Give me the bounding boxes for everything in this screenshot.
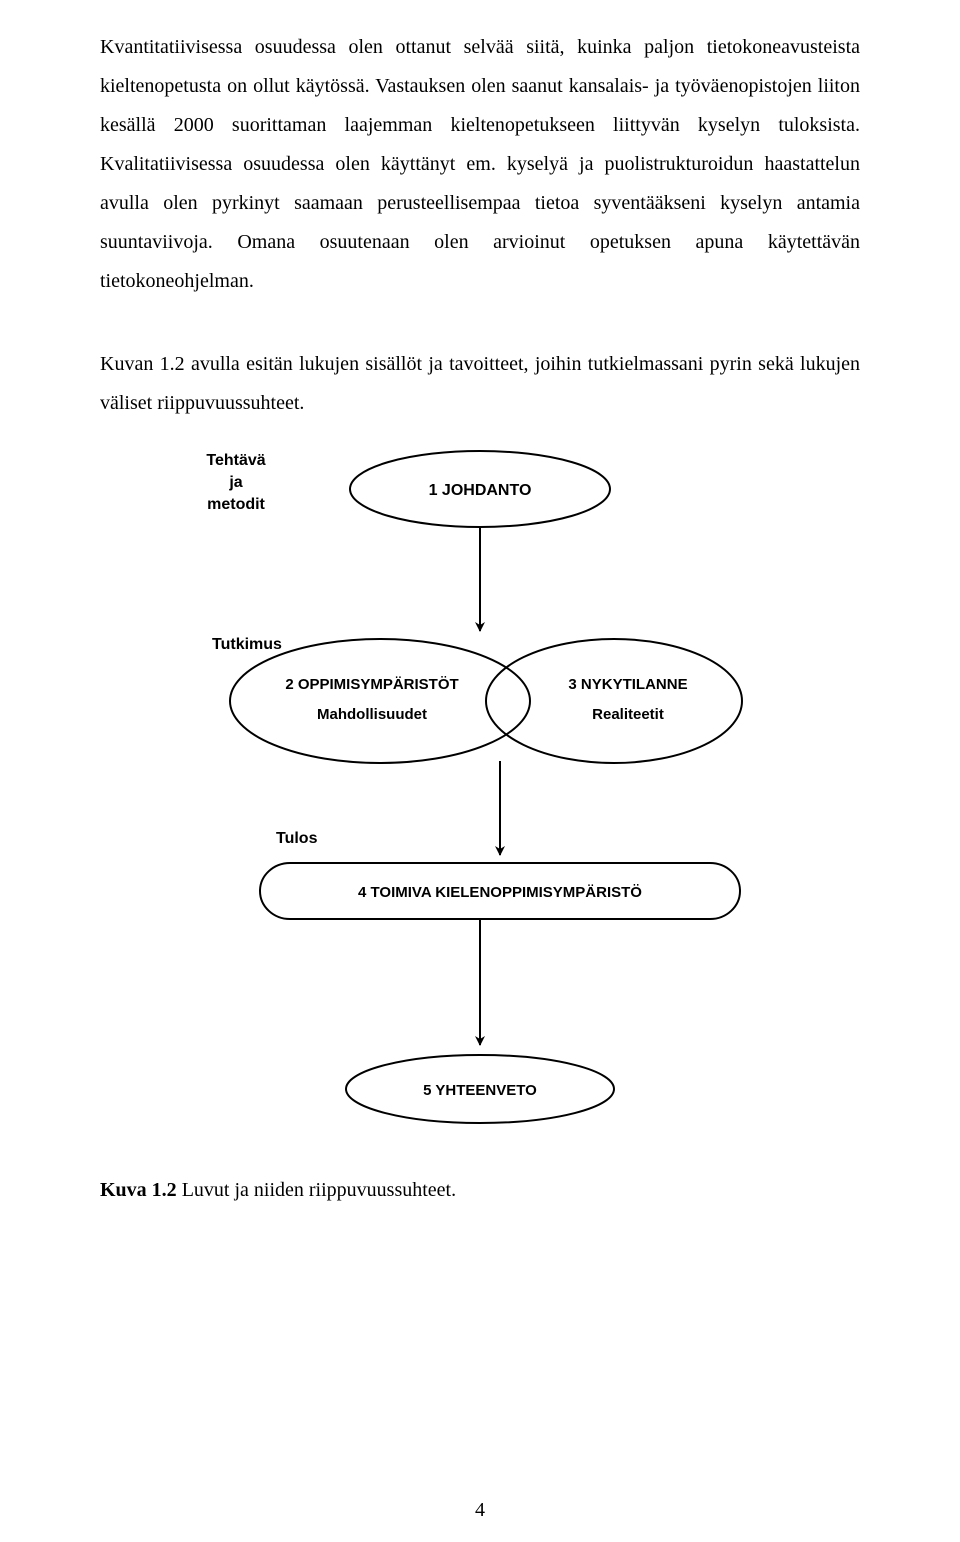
label-result: Tulos	[276, 830, 318, 847]
label-task-line1: Tehtävä	[206, 452, 265, 469]
diagram-container: Tehtävä ja metodit Tutkimus Tulos 1 JOHD…	[100, 433, 860, 1153]
node-4-text: 4 TOIMIVA KIELENOPPIMISYMPÄRISTÖ	[358, 884, 642, 901]
paragraph-2: Kuvan 1.2 avulla esitän lukujen sisällöt…	[100, 345, 860, 423]
page-root: Kvantitatiivisessa osuudessa olen ottanu…	[0, 0, 960, 1542]
paragraph-1: Kvantitatiivisessa osuudessa olen ottanu…	[100, 28, 860, 301]
label-task-line2: ja	[228, 474, 242, 491]
node-3-ellipse	[486, 639, 742, 763]
figure-caption: Kuva 1.2 Luvut ja niiden riippuvuussuhte…	[100, 1179, 860, 1202]
node-3-sub: Realiteetit	[592, 706, 664, 723]
label-research: Tutkimus	[212, 636, 282, 653]
node-2-text: 2 OPPIMISYMPÄRISTÖT	[285, 676, 458, 693]
caption-text: Luvut ja niiden riippuvuussuhteet.	[177, 1179, 456, 1201]
page-number: 4	[0, 1499, 960, 1522]
node-1-text: 1 JOHDANTO	[429, 482, 532, 499]
caption-label: Kuva 1.2	[100, 1179, 177, 1201]
thesis-structure-diagram: Tehtävä ja metodit Tutkimus Tulos 1 JOHD…	[160, 433, 800, 1153]
node-2-sub: Mahdollisuudet	[317, 706, 427, 723]
node-3-text: 3 NYKYTILANNE	[568, 676, 687, 693]
node-5-text: 5 YHTEENVETO	[423, 1082, 537, 1099]
label-task-line3: metodit	[207, 496, 265, 513]
